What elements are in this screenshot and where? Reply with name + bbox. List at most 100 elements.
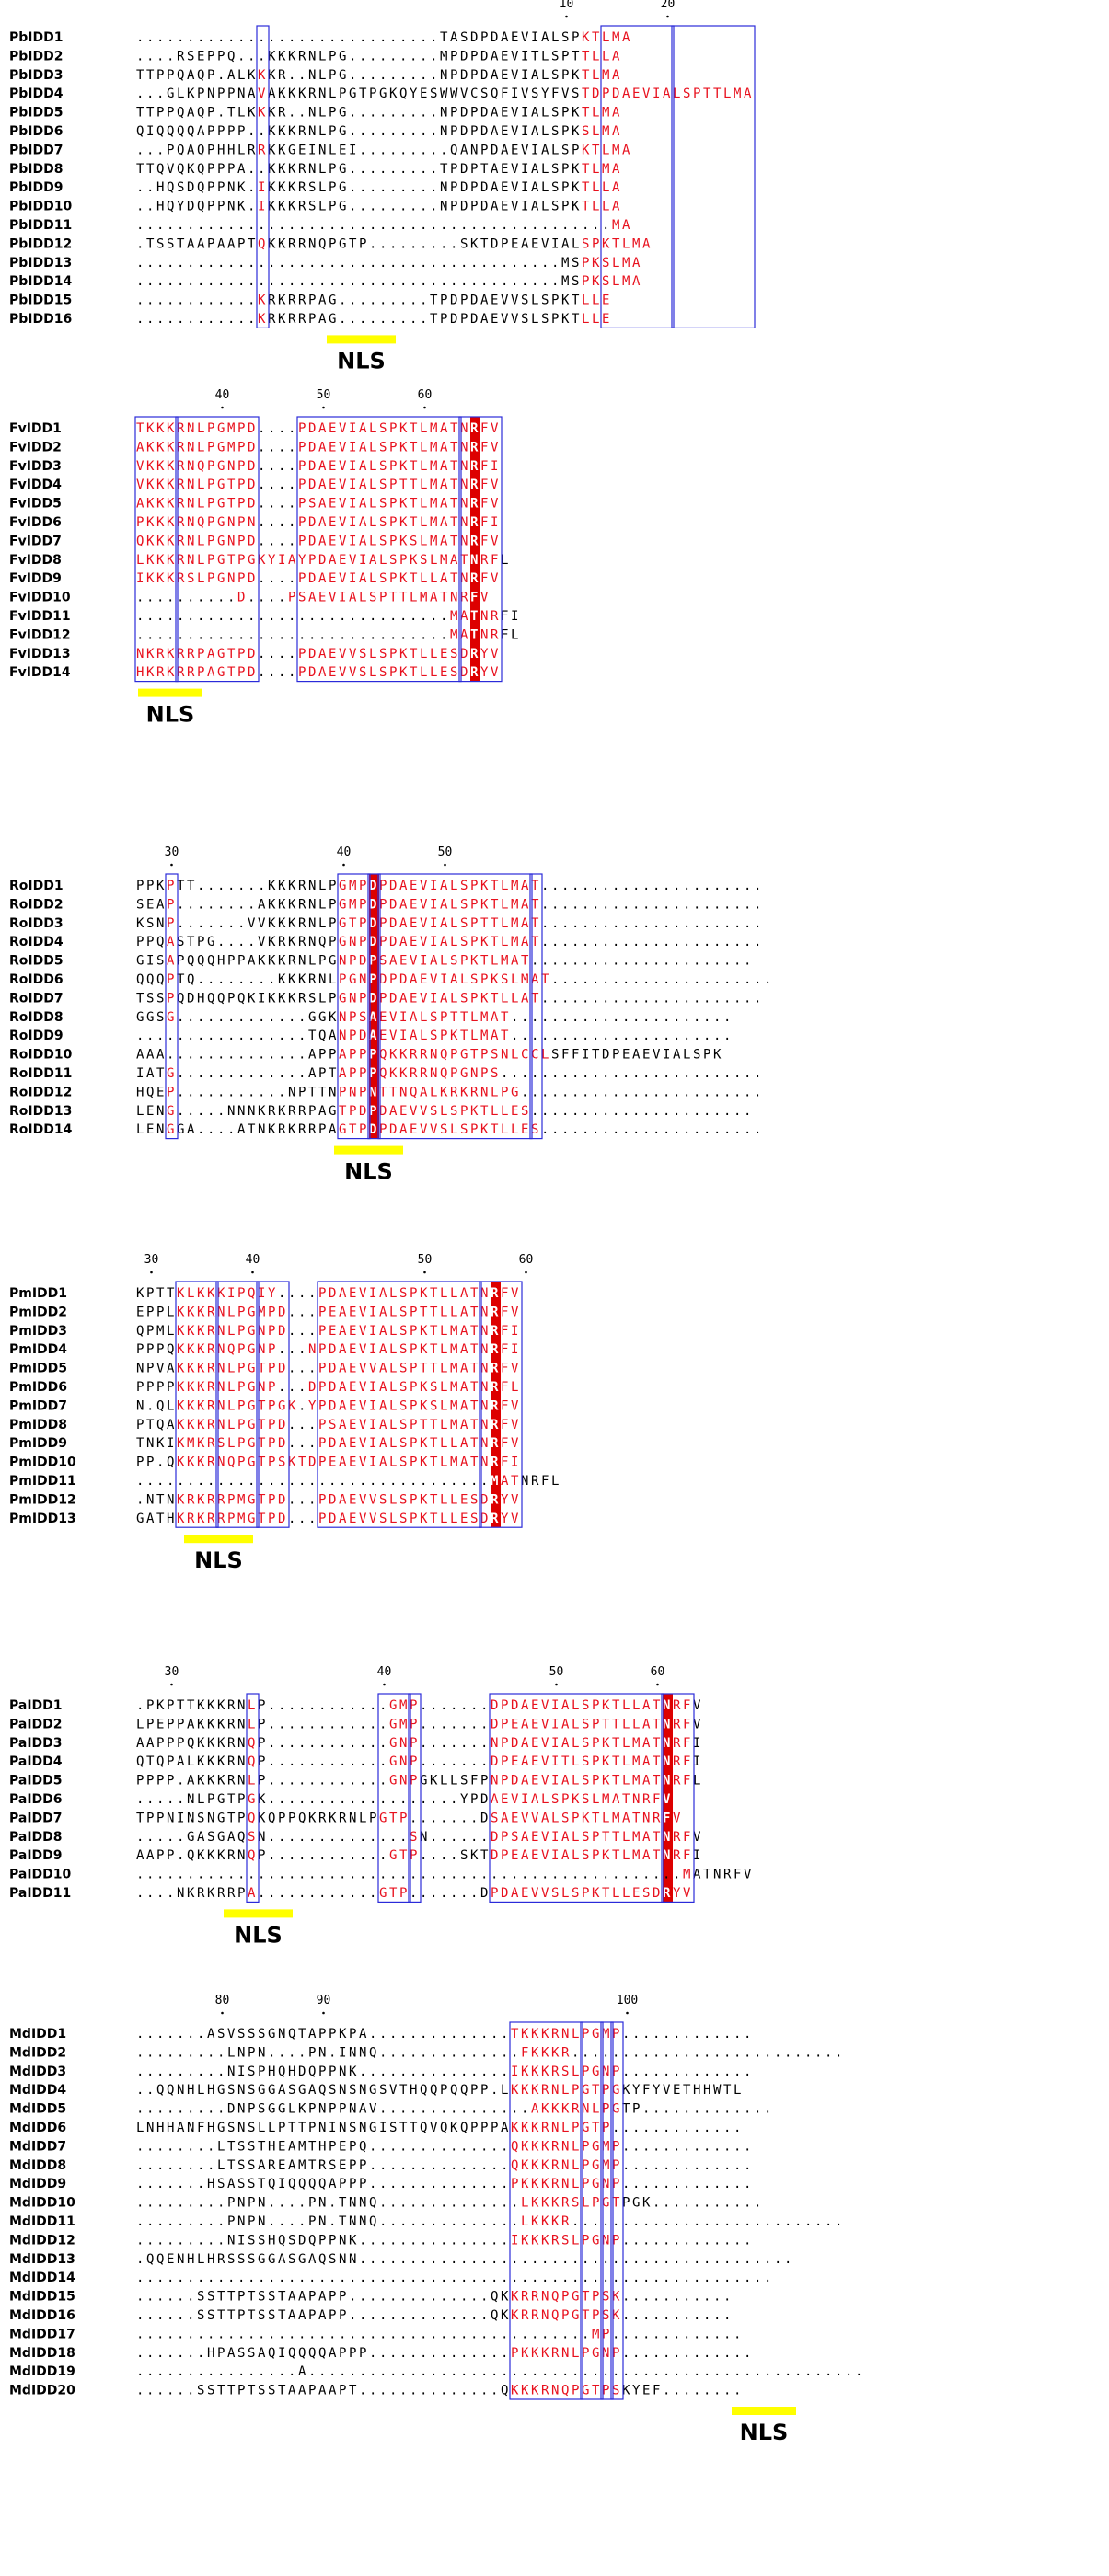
identical-column (491, 1282, 501, 1528)
sequence-name: PaIDD6 (9, 1792, 63, 1807)
ruler-label: 50 (549, 1665, 564, 1679)
ruler-label: 60 (519, 1253, 534, 1267)
alignment-block-ro: 30 40 50 RoIDD1 P P K P T T....... K K K R N L P G M P D P D A E… (9, 845, 771, 1185)
sequence-name: RoIDD1 (9, 879, 64, 893)
sequence-name: RoIDD8 (9, 1010, 64, 1025)
sequence-name: PbIDD15 (9, 293, 72, 308)
conservation-box (165, 873, 179, 1140)
conservation-box (296, 416, 462, 683)
sequence-name: RoIDD3 (9, 916, 64, 931)
ruler-tick (221, 2011, 224, 2015)
sequence-name: FvIDD14 (9, 665, 71, 680)
sequence-name: PmIDD3 (9, 1324, 67, 1339)
sequence-name: FvIDD4 (9, 477, 62, 492)
ruler-tick (170, 863, 173, 867)
nls-label: NLS (194, 1547, 243, 1573)
conservation-box (377, 1693, 411, 1903)
sequence-name: FvIDD12 (9, 627, 71, 642)
sequence-name: PmIDD4 (9, 1342, 67, 1357)
sequence-name: PbIDD5 (9, 106, 63, 121)
conservation-box (529, 873, 543, 1140)
ruler-label: 40 (337, 845, 352, 859)
nls-label: NLS (740, 2420, 789, 2445)
ruler-tick (150, 1271, 153, 1274)
conservation-box (337, 873, 371, 1140)
ruler-tick (170, 1683, 173, 1686)
sequence-name: PaIDD2 (9, 1717, 63, 1731)
sequence-name: RoIDD4 (9, 935, 64, 949)
sequence-name: RoIDD12 (9, 1085, 72, 1099)
sequence-name: PmIDD10 (9, 1455, 76, 1470)
conservation-box (408, 1693, 422, 1903)
sequence-name: PbIDD12 (9, 236, 72, 251)
alignment-block-md: 80 90 100 MdIDD1 ....... A S V S S S G N Q T A P P K P A....… (9, 1994, 862, 2445)
ruler-tick (342, 863, 345, 867)
sequence-row: ........................................… (136, 274, 641, 289)
sequence-name: PmIDD7 (9, 1398, 67, 1413)
sequence-name: MdIDD15 (9, 2290, 75, 2305)
ruler-tick (423, 1271, 426, 1274)
sequence-name: FvIDD13 (9, 647, 71, 661)
sequence-name: FvIDD6 (9, 515, 62, 530)
conservation-box (671, 25, 756, 328)
ruler-label: 50 (418, 1253, 433, 1267)
sequence-name: MdIDD11 (9, 2214, 75, 2229)
sequence-name: PbIDD2 (9, 49, 63, 63)
sequence-name: PaIDD1 (9, 1698, 63, 1713)
sequence-name: FvIDD5 (9, 497, 62, 512)
sequence-name: MdIDD7 (9, 2139, 66, 2154)
sequence-name: MdIDD3 (9, 2064, 66, 2079)
ruler-label: 50 (317, 388, 331, 402)
sequence-name: PmIDD5 (9, 1362, 67, 1376)
sequence-name: MdIDD17 (9, 2327, 75, 2341)
sequence-name: RoIDD9 (9, 1029, 64, 1043)
sequence-name: PaIDD5 (9, 1774, 63, 1788)
sequence-name: PaIDD3 (9, 1736, 63, 1751)
ruler-tick (565, 15, 568, 18)
sequence-name: MdIDD12 (9, 2233, 75, 2248)
sequence-row: ........................................… (136, 2327, 741, 2341)
conservation-box (256, 25, 270, 328)
sequence-name: FvIDD7 (9, 534, 62, 548)
sequence-name: RoIDD10 (9, 1048, 73, 1063)
sequence-name: PaIDD11 (9, 1886, 71, 1901)
nls-bar (224, 1909, 293, 1918)
ruler-label: 60 (418, 388, 433, 402)
sequence-name: MdIDD9 (9, 2177, 66, 2191)
conservation-box (661, 1693, 695, 1903)
sequence-row: ........................................… (136, 2271, 771, 2285)
sequence-name: PbIDD11 (9, 218, 72, 233)
sequence-name: PmIDD11 (9, 1474, 76, 1489)
sequence-name: MdIDD4 (9, 2083, 66, 2098)
conservation-box (256, 1281, 290, 1528)
